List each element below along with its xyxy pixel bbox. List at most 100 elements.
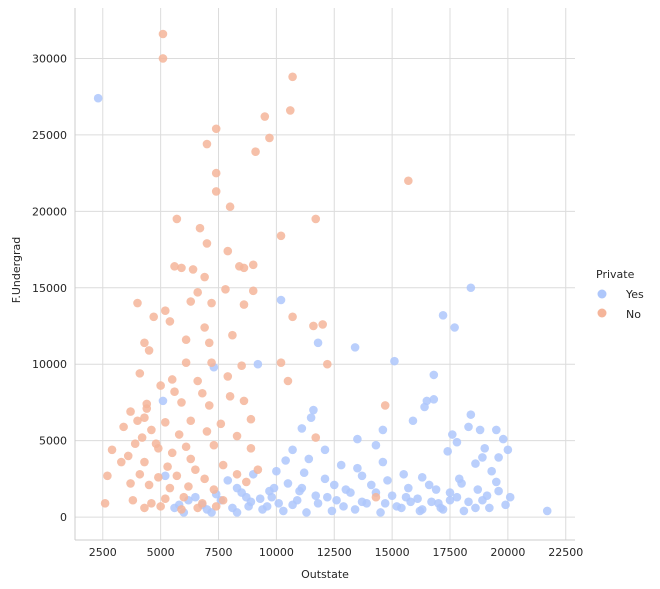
point-no <box>151 439 161 448</box>
point-yes <box>542 506 552 516</box>
y-tick-label: 15000 <box>32 282 67 295</box>
point-no <box>239 300 249 309</box>
x-tick-label: 20000 <box>490 546 525 559</box>
point-yes <box>429 370 439 380</box>
data-points <box>93 29 552 517</box>
point-no <box>103 471 112 481</box>
point-yes <box>471 503 480 513</box>
point-yes <box>399 469 409 479</box>
point-no <box>202 427 212 436</box>
axes-spines <box>74 8 575 541</box>
point-yes <box>276 295 286 305</box>
point-no <box>137 433 147 442</box>
point-no <box>130 439 140 448</box>
point-no <box>128 495 138 505</box>
point-yes <box>424 480 434 490</box>
point-no <box>209 485 219 494</box>
point-yes <box>299 468 309 478</box>
point-no <box>160 494 170 504</box>
point-no <box>177 505 186 514</box>
point-no <box>163 462 172 471</box>
y-tick-label: 30000 <box>32 52 67 65</box>
point-yes <box>503 445 513 455</box>
point-no <box>191 465 200 474</box>
point-no <box>188 265 198 274</box>
y-tick-label: 0 <box>60 511 67 524</box>
point-yes <box>491 425 501 435</box>
point-no <box>225 391 235 401</box>
point-no <box>211 124 221 134</box>
point-yes <box>452 492 462 502</box>
point-no <box>158 29 168 39</box>
point-no <box>211 502 221 511</box>
point-no <box>107 445 117 455</box>
point-no <box>181 335 191 345</box>
point-no <box>251 147 260 157</box>
point-no <box>218 460 228 470</box>
point-no <box>186 297 196 306</box>
point-yes <box>297 424 307 433</box>
point-yes <box>498 434 508 444</box>
point-yes <box>378 425 388 435</box>
point-yes <box>353 463 362 473</box>
x-tick-label: 22500 <box>548 546 583 559</box>
point-yes <box>464 422 473 432</box>
point-no <box>147 425 156 435</box>
point-yes <box>302 508 311 517</box>
point-yes <box>438 310 448 320</box>
point-no <box>202 139 212 149</box>
x-tick-label: 5000 <box>147 546 175 559</box>
point-yes <box>255 494 265 504</box>
point-yes <box>357 497 367 507</box>
point-no <box>181 442 191 452</box>
point-yes <box>202 505 212 514</box>
point-yes <box>320 445 330 455</box>
point-no <box>246 443 256 453</box>
point-no <box>142 404 152 413</box>
point-yes <box>417 473 427 482</box>
point-no <box>309 321 318 331</box>
point-yes <box>262 502 272 511</box>
point-no <box>154 473 163 482</box>
point-yes <box>471 459 480 468</box>
point-yes <box>313 499 323 508</box>
point-yes <box>480 443 490 453</box>
point-yes <box>445 488 455 497</box>
point-no <box>195 223 205 233</box>
point-no <box>207 298 216 308</box>
point-yes <box>459 506 469 516</box>
point-yes <box>429 395 439 404</box>
point-yes <box>160 471 170 481</box>
point-no <box>172 471 182 481</box>
point-yes <box>357 471 367 481</box>
point-yes <box>491 477 501 487</box>
point-no <box>253 465 263 474</box>
point-yes <box>478 453 487 462</box>
point-no <box>288 312 297 322</box>
point-no <box>140 457 149 467</box>
point-yes <box>485 503 494 513</box>
point-no <box>177 398 186 407</box>
point-yes <box>376 508 385 517</box>
point-no <box>239 396 249 406</box>
point-no <box>172 214 182 224</box>
point-no <box>156 502 165 511</box>
point-yes <box>380 499 390 508</box>
point-no <box>133 416 142 426</box>
point-yes <box>297 483 307 493</box>
point-no <box>241 477 251 487</box>
point-yes <box>237 488 246 497</box>
point-yes <box>313 338 323 348</box>
legend: Private Yes No <box>596 268 644 321</box>
x-tick-label: 10000 <box>259 546 294 559</box>
point-yes <box>353 434 362 444</box>
point-no <box>167 375 177 384</box>
point-yes <box>336 460 346 470</box>
point-no <box>239 263 249 273</box>
point-yes <box>464 497 473 507</box>
point-no <box>311 214 321 224</box>
point-yes <box>272 466 281 476</box>
legend-label-yes: Yes <box>625 288 644 301</box>
point-no <box>218 495 228 505</box>
